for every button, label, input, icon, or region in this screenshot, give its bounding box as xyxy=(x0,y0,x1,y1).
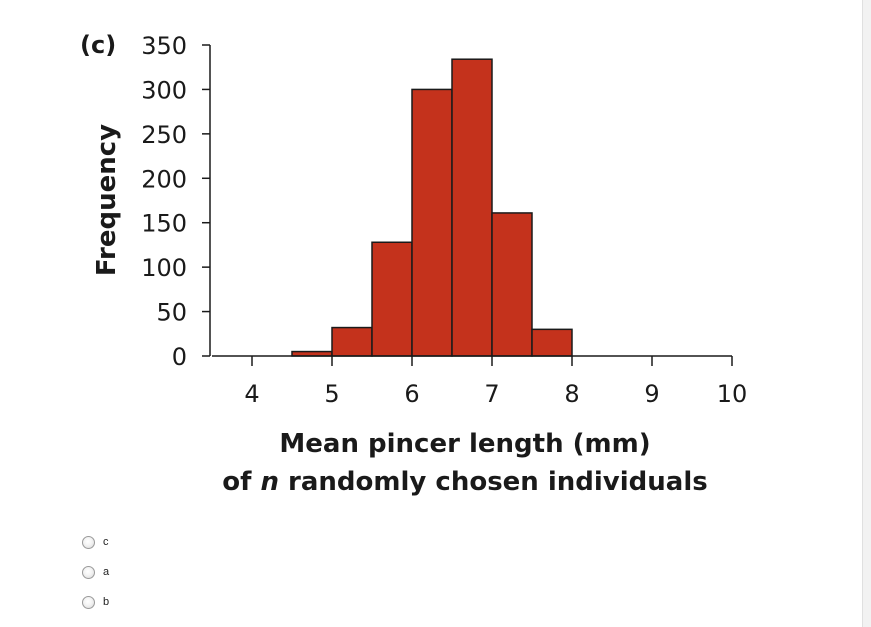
histogram-bar xyxy=(331,326,373,357)
x-axis-label-line2-suffix: randomly chosen individuals xyxy=(279,467,708,497)
histogram-bar xyxy=(491,212,533,357)
histogram-bar xyxy=(411,88,453,357)
y-tick-label: 150 xyxy=(141,210,187,238)
x-tick-label: 7 xyxy=(484,380,499,408)
x-axis-label-line2-prefix: of xyxy=(222,467,260,497)
option-b[interactable]: b xyxy=(82,587,109,617)
x-axis-label-line2-italic: n xyxy=(260,467,279,497)
histogram-bars xyxy=(291,58,573,357)
histogram-chart: (c) Frequency 0 50 100 150 200 250 300 350 4 5 6 7… xyxy=(80,31,747,497)
option-label: b xyxy=(103,596,110,608)
histogram-bar xyxy=(451,58,493,357)
x-axis-label-line1: Mean pincer length (mm) xyxy=(279,429,650,459)
option-a[interactable]: a xyxy=(82,557,109,587)
y-tick-label: 200 xyxy=(141,165,187,193)
option-c[interactable]: c xyxy=(82,527,109,557)
x-tick-label: 6 xyxy=(404,380,419,408)
x-tick-label: 8 xyxy=(564,380,579,408)
option-label: c xyxy=(103,536,109,548)
x-tick-label: 5 xyxy=(324,380,339,408)
option-label: a xyxy=(103,566,110,578)
radio-button[interactable] xyxy=(82,565,95,579)
y-tick-label: 100 xyxy=(141,254,187,282)
y-axis-label: Frequency xyxy=(92,124,122,276)
y-tick-label: 0 xyxy=(172,343,187,371)
histogram-bar xyxy=(371,241,413,357)
x-tick-label: 10 xyxy=(717,380,748,408)
y-axis-ticks: 0 50 100 150 200 250 300 350 xyxy=(141,32,210,371)
x-tick-label: 4 xyxy=(244,380,259,408)
x-tick-label: 9 xyxy=(644,380,659,408)
answer-options: c a b xyxy=(82,527,109,617)
histogram-bar xyxy=(531,328,573,357)
y-tick-label: 250 xyxy=(141,121,187,149)
y-tick-label: 50 xyxy=(156,299,187,327)
panel-label: (c) xyxy=(80,31,116,59)
y-tick-label: 300 xyxy=(141,76,187,104)
radio-button[interactable] xyxy=(82,595,95,609)
x-axis-ticks: 4 5 6 7 8 9 10 xyxy=(244,356,747,408)
x-axis-label-line2: of n randomly chosen individuals xyxy=(222,467,707,497)
y-tick-label: 350 xyxy=(141,32,187,60)
right-edge-strip xyxy=(862,0,871,627)
radio-button[interactable] xyxy=(82,535,95,549)
